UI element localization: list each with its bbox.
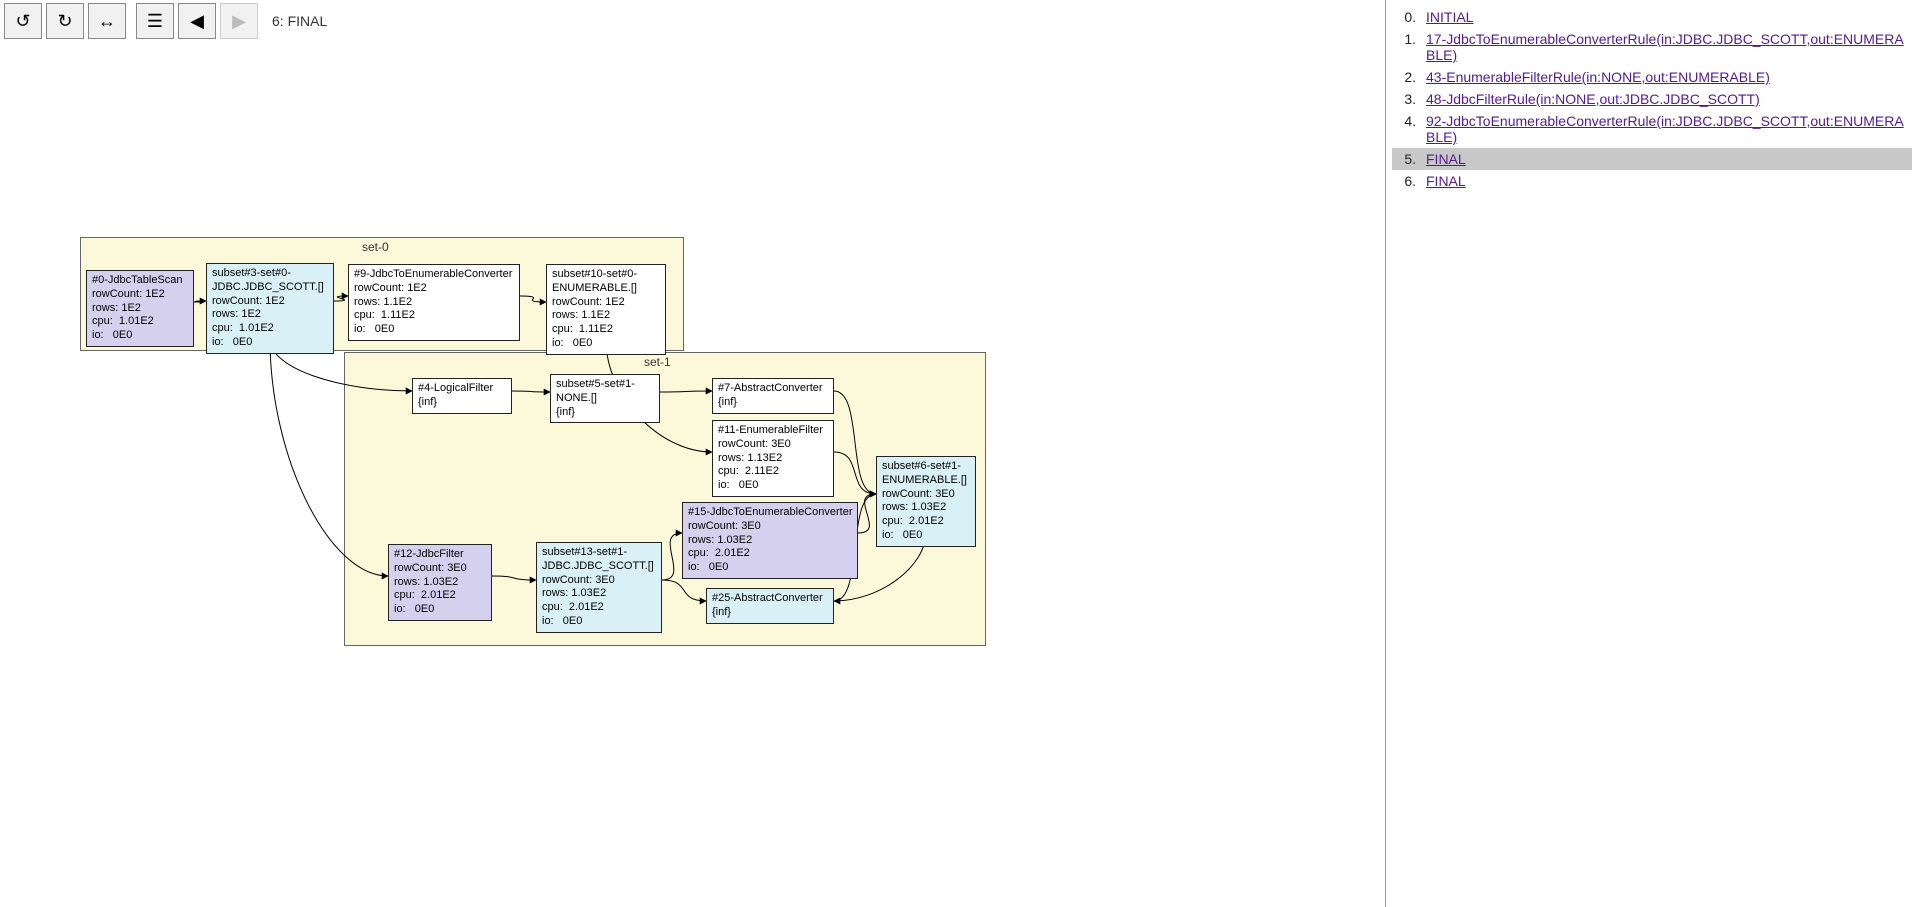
node-n5[interactable]: subset#5-set#1- NONE.[] {inf} <box>550 374 660 423</box>
node-n0[interactable]: #0-JdbcTableScan rowCount: 1E2 rows: 1E2… <box>86 270 194 347</box>
node-n6[interactable]: subset#6-set#1- ENUMERABLE.[] rowCount: … <box>876 456 976 547</box>
step-link[interactable]: 43-EnumerableFilterRule(in:NONE,out:ENUM… <box>1426 69 1770 85</box>
steps-list: 0. INITIAL 1. 17-JdbcToEnumerableConverterR… <box>1392 6 1912 192</box>
step-index: 1. <box>1398 31 1416 47</box>
node-n25[interactable]: #25-AbstractConverter {inf} <box>706 588 834 624</box>
fit-button[interactable]: ↔ <box>88 3 126 39</box>
step-link[interactable]: INITIAL <box>1426 9 1473 25</box>
node-n7[interactable]: #7-AbstractConverter {inf} <box>712 378 834 414</box>
current-step-title: 6: FINAL <box>272 13 327 29</box>
diagram-canvas[interactable]: set-0 set-1 #0-JdbcTableScan rowCount: 1E… <box>0 42 1385 907</box>
cluster-label-set-0: set-0 <box>362 240 389 254</box>
step-index: 6. <box>1398 173 1416 189</box>
step-item[interactable]: 0. INITIAL <box>1392 6 1912 28</box>
step-link[interactable]: 48-JdbcFilterRule(in:NONE,out:JDBC.JDBC_… <box>1426 91 1760 107</box>
step-item[interactable]: 4. 92-JdbcToEnumerableConverterRule(in:JD… <box>1392 110 1912 148</box>
step-index: 2. <box>1398 69 1416 85</box>
step-link[interactable]: 17-JdbcToEnumerableConverterRule(in:JDBC… <box>1426 31 1906 63</box>
step-item[interactable]: 6. FINAL <box>1392 170 1912 192</box>
step-item[interactable]: 1. 17-JdbcToEnumerableConverterRule(in:JD… <box>1392 28 1912 66</box>
steps-pane: 0. INITIAL 1. 17-JdbcToEnumerableConverterR… <box>1386 0 1920 907</box>
node-n15[interactable]: #15-JdbcToEnumerableConverter rowCount: … <box>682 502 858 579</box>
node-n12[interactable]: #12-JdbcFilter rowCount: 3E0 rows: 1.03E… <box>388 544 492 621</box>
step-item[interactable]: 3. 48-JdbcFilterRule(in:NONE,out:JDBC.JDB… <box>1392 88 1912 110</box>
node-n13[interactable]: subset#13-set#1- JDBC.JDBC_SCOTT.[] rowC… <box>536 542 662 633</box>
step-index: 4. <box>1398 113 1416 129</box>
node-n4[interactable]: #4-LogicalFilter {inf} <box>412 378 512 414</box>
step-link[interactable]: FINAL <box>1426 173 1466 189</box>
node-n10[interactable]: subset#10-set#0- ENUMERABLE.[] rowCount:… <box>546 264 666 355</box>
cluster-label-set-1: set-1 <box>644 355 671 369</box>
prev-button[interactable]: ◀ <box>178 3 216 39</box>
node-n3[interactable]: subset#3-set#0- JDBC.JDBC_SCOTT.[] rowCo… <box>206 263 334 354</box>
step-link[interactable]: FINAL <box>1426 151 1466 167</box>
redo-button[interactable]: ↻ <box>46 3 84 39</box>
step-index: 3. <box>1398 91 1416 107</box>
step-index: 5. <box>1398 151 1416 167</box>
menu-button[interactable]: ☰ <box>136 3 174 39</box>
undo-button[interactable]: ↺ <box>4 3 42 39</box>
step-index: 0. <box>1398 9 1416 25</box>
diagram-inner: set-0 set-1 #0-JdbcTableScan rowCount: 1E… <box>0 42 1050 742</box>
node-n11[interactable]: #11-EnumerableFilter rowCount: 3E0 rows:… <box>712 420 834 497</box>
step-item[interactable]: 5. FINAL <box>1392 148 1912 170</box>
app-root: ↺ ↻ ↔ ☰ ◀ ▶ 6: FINAL set-0 set-1 #0-JdbcT… <box>0 0 1920 907</box>
toolbar: ↺ ↻ ↔ ☰ ◀ ▶ 6: FINAL <box>0 0 1385 42</box>
step-link[interactable]: 92-JdbcToEnumerableConverterRule(in:JDBC… <box>1426 113 1906 145</box>
node-n9[interactable]: #9-JdbcToEnumerableConverter rowCount: 1… <box>348 264 520 341</box>
step-item[interactable]: 2. 43-EnumerableFilterRule(in:NONE,out:EN… <box>1392 66 1912 88</box>
next-button: ▶ <box>220 3 258 39</box>
left-pane: ↺ ↻ ↔ ☰ ◀ ▶ 6: FINAL set-0 set-1 #0-JdbcT… <box>0 0 1386 907</box>
